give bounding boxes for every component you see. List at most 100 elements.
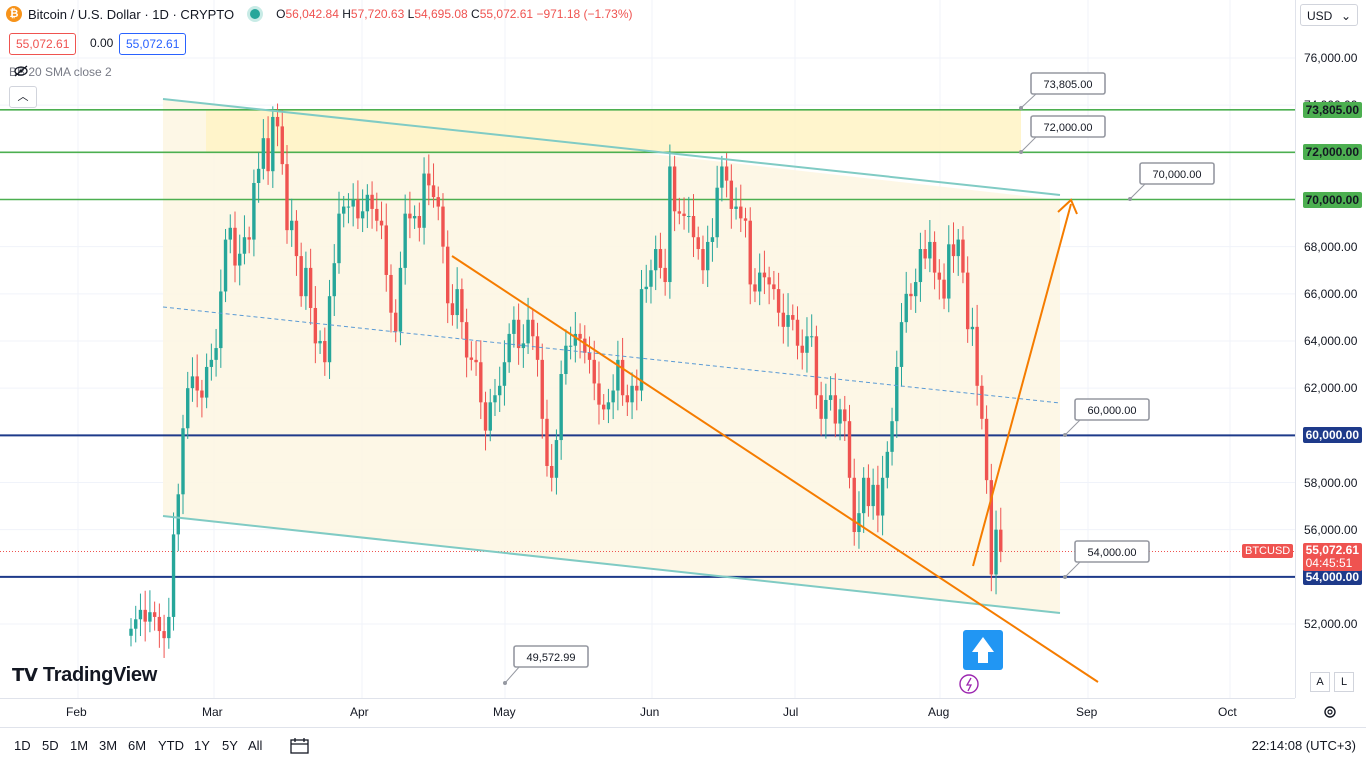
scale-settings[interactable] <box>1296 699 1366 727</box>
candle-body <box>989 480 994 575</box>
candle-body <box>980 385 984 419</box>
candle-body <box>852 477 856 533</box>
candle-body <box>932 241 937 273</box>
candle-body <box>743 218 748 221</box>
candle-body <box>412 216 417 219</box>
time-scale[interactable]: Feb Mar Apr May Jun Jul Aug Sep Oct <box>0 698 1295 727</box>
candle-body <box>937 272 942 280</box>
candle-body <box>786 315 790 327</box>
chart-header: ₿ Bitcoin / U.S. Dollar · 1D · CRYPTO O5… <box>6 6 633 22</box>
timeframe-button[interactable]: 6M <box>128 738 147 753</box>
timeframe-button[interactable]: 3M <box>99 738 118 753</box>
candle-body <box>606 402 611 410</box>
candle-body <box>342 206 346 214</box>
ask-price-button[interactable]: 55,072.61 <box>119 33 187 55</box>
timeframe-button[interactable]: 1D <box>14 738 31 753</box>
candle-body <box>531 319 535 337</box>
candle-body <box>857 513 861 533</box>
log-scale-button[interactable]: L <box>1334 672 1354 692</box>
candle-body <box>365 194 370 212</box>
timeframe-button[interactable]: 1M <box>70 738 89 753</box>
candle-body <box>431 185 436 198</box>
candle-body <box>247 237 251 240</box>
price-chart[interactable]: 73,805.00 72,000.00 70,000.00 60,000.00 54,0… <box>0 0 1295 698</box>
calendar-range-icon[interactable] <box>289 737 311 755</box>
price-scale[interactable]: USD⌄ 76,000.0074,000.0072,000.0070,000.0… <box>1295 0 1366 698</box>
candle-body <box>550 465 554 478</box>
candle-body <box>181 428 185 495</box>
collapse-legend-button[interactable]: ︿ <box>9 86 37 108</box>
lightning-glyph <box>965 677 973 692</box>
candle-body <box>233 227 237 266</box>
candle-body <box>304 267 308 297</box>
candle-body <box>866 477 871 507</box>
callout-box <box>1139 162 1215 185</box>
candle-body <box>691 216 696 238</box>
candle-body <box>663 267 667 283</box>
y-tick-label: 76,000.00 <box>1304 51 1358 65</box>
close-value: 55,072.61 <box>479 7 534 21</box>
candle-body <box>800 345 804 353</box>
candle-body <box>772 284 776 290</box>
gear-icon[interactable] <box>1322 704 1338 720</box>
symbol-title[interactable]: Bitcoin / U.S. Dollar · 1D · CRYPTO <box>28 6 235 22</box>
candle-body <box>795 319 800 346</box>
candle-body <box>507 333 511 363</box>
chevron-up-icon: ︿ <box>17 91 29 103</box>
candle-body <box>186 388 190 429</box>
candle-body <box>195 376 199 391</box>
candle-body <box>280 126 284 165</box>
low-value: 54,695.08 <box>414 7 468 21</box>
candle-body <box>653 249 658 271</box>
currency-select[interactable]: USD ⌄ <box>1300 4 1358 26</box>
lightning-icon <box>959 674 979 694</box>
callout-label: 60,000.00 <box>1088 405 1137 417</box>
candle-body <box>767 277 771 285</box>
candle-body <box>498 385 502 396</box>
timeframe-button[interactable]: 5Y <box>222 738 238 753</box>
level-price-label: 60,000.00 <box>1302 427 1362 444</box>
candle-body <box>464 322 469 358</box>
bid-price-button[interactable]: 55,072.61 <box>9 33 77 55</box>
candle-body <box>360 211 365 219</box>
candle-body <box>394 312 398 332</box>
candle-body <box>228 227 232 240</box>
timeframe-button[interactable]: All <box>248 738 263 753</box>
candle-body <box>724 166 729 181</box>
callout-label: 73,805.00 <box>1044 79 1093 91</box>
candle-body <box>639 289 644 391</box>
candle-body <box>479 362 483 403</box>
candle-body <box>346 206 351 208</box>
clock[interactable]: 22:14:08 (UTC+3) <box>1251 738 1356 753</box>
candle-body <box>947 244 951 299</box>
candle-body <box>450 303 455 316</box>
timeframe-button[interactable]: 1Y <box>194 738 210 753</box>
candle-body <box>526 319 530 344</box>
eye-off-icon[interactable] <box>13 65 29 77</box>
chart-pane[interactable]: 73,805.00 72,000.00 70,000.00 60,000.00 54,0… <box>0 0 1295 698</box>
candle-body <box>701 249 705 271</box>
candle-body <box>148 612 152 622</box>
indicator-legend[interactable]: BB 20 SMA close 2 <box>9 65 112 79</box>
candle-body <box>828 395 833 400</box>
auto-scale-button[interactable]: A <box>1310 672 1330 692</box>
candle-body <box>890 421 894 452</box>
timeframe-button[interactable]: 5D <box>42 738 59 753</box>
candle-body <box>753 284 757 292</box>
y-tick-label: 64,000.00 <box>1304 334 1358 348</box>
candle-body <box>658 249 663 268</box>
candle-body <box>488 402 492 431</box>
timeframe-button[interactable]: YTD <box>158 738 184 753</box>
candle-body <box>379 220 384 226</box>
candle-body <box>512 319 516 334</box>
descending-trend-line <box>451 255 1099 683</box>
candle-body <box>592 359 596 384</box>
change-value: −971.18 (−1.73%) <box>536 7 633 21</box>
candle-body <box>961 239 965 273</box>
candle-body <box>710 237 715 242</box>
candle-body <box>535 336 540 360</box>
callout-anchor <box>1019 150 1023 154</box>
level-price-label: 73,805.00 <box>1302 101 1362 118</box>
candle-body <box>809 336 814 338</box>
callout-label: 54,000.00 <box>1088 547 1137 559</box>
